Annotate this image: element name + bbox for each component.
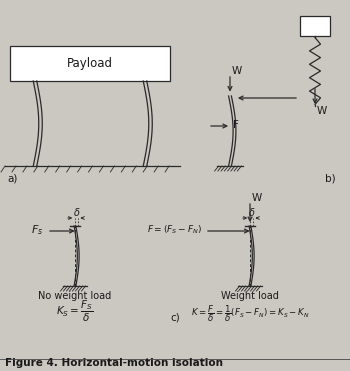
Text: Weight load: Weight load — [221, 291, 279, 301]
Text: $F_s$: $F_s$ — [31, 223, 43, 237]
Text: $F=(F_S-F_N)$: $F=(F_S-F_N)$ — [147, 224, 202, 236]
Text: F: F — [233, 120, 239, 130]
Text: Figure 4. Horizontal-motion isolation: Figure 4. Horizontal-motion isolation — [5, 358, 223, 368]
Text: $K_S= \dfrac{F_S}{\delta}$: $K_S= \dfrac{F_S}{\delta}$ — [56, 299, 94, 325]
Text: $\delta$: $\delta$ — [248, 206, 256, 217]
Bar — [300, 16, 330, 36]
Text: $\delta$: $\delta$ — [74, 206, 81, 217]
Text: W: W — [252, 193, 262, 203]
Text: Payload: Payload — [67, 57, 113, 70]
Text: $K= \dfrac{F}{\delta} = \dfrac{1}{\delta}(F_S-F_N)=K_S-K_N$: $K= \dfrac{F}{\delta} = \dfrac{1}{\delta… — [191, 303, 309, 324]
Text: No weight load: No weight load — [38, 291, 112, 301]
Text: W: W — [231, 66, 242, 76]
Bar — [10, 46, 170, 81]
Text: c): c) — [170, 313, 180, 323]
Text: a): a) — [7, 173, 18, 183]
Text: W: W — [317, 106, 327, 116]
Text: b): b) — [325, 173, 336, 183]
